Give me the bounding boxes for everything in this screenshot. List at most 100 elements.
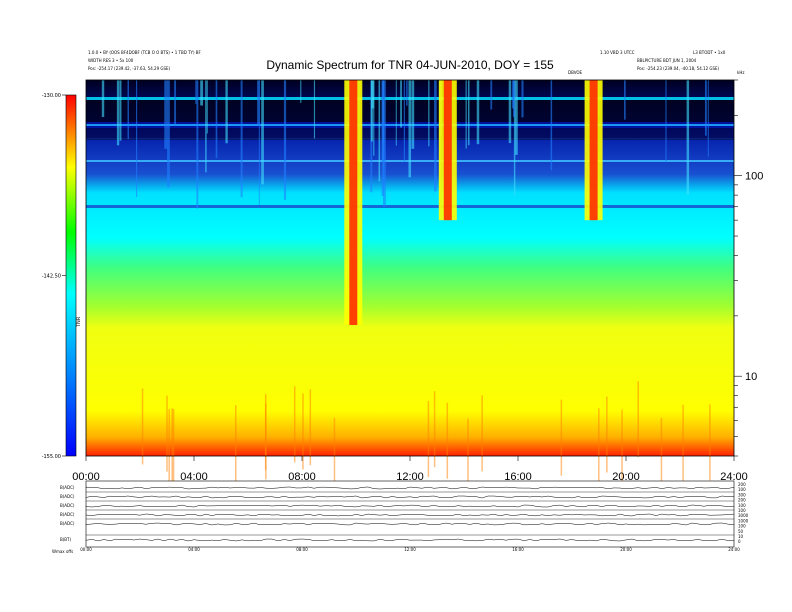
colorbar-tick-label: -155.00 [42, 454, 61, 460]
panel-right-tick: 100 [738, 508, 746, 513]
panel-trace [85, 486, 735, 490]
streak [309, 389, 312, 466]
streak [234, 405, 237, 482]
panel-right-tick: 100 [738, 487, 746, 492]
panel-right-tick: 3000 [738, 513, 749, 518]
streak [411, 80, 415, 149]
streak [293, 386, 296, 463]
x-tick-label: 24:00 [720, 471, 748, 483]
colorbar: TNR -130.00 -142.50 -155.00 [42, 93, 82, 460]
streak [383, 80, 386, 207]
streak [136, 80, 138, 197]
panel-label: B(ADC) [60, 503, 75, 508]
colorbar-tick-label: -142.50 [42, 274, 61, 280]
colorbar-gradient [66, 95, 76, 456]
streak [265, 403, 267, 480]
streak [313, 80, 316, 139]
burst-core-0 [349, 80, 358, 326]
header-mid-small: DBVOE [568, 70, 583, 75]
streak [665, 80, 667, 163]
y-tick-label: 10 [745, 371, 757, 383]
header-right-line3: BBLPICTURE BDT JUN 1, 2004 [637, 58, 697, 63]
streak [621, 409, 623, 486]
panels-footer: Wmax offs [52, 549, 73, 554]
panel-trace [85, 538, 735, 542]
streak [400, 80, 402, 128]
streak [514, 80, 518, 155]
panel-label: B(BT) [60, 537, 71, 542]
streak [373, 80, 375, 156]
panel-trace [85, 522, 735, 526]
streak [704, 80, 707, 136]
streak [606, 396, 608, 473]
panel-label: B(ADC) [60, 494, 75, 499]
streak [623, 80, 626, 120]
streak [550, 80, 553, 171]
streak [196, 80, 199, 209]
x-tick-label: 16:00 [504, 471, 532, 483]
radio-bursts [344, 80, 603, 326]
burst-core-1 [443, 80, 452, 221]
streak [127, 80, 129, 140]
streak [446, 402, 449, 479]
streak [427, 401, 430, 478]
streak [512, 80, 516, 117]
band-line [86, 205, 734, 208]
burst-core-2 [589, 80, 598, 221]
streak [682, 404, 684, 481]
panel-x-tick-label: 00:00 [80, 547, 92, 552]
time-axis: 00:00 04:00 08:00 12:00 16:00 20:00 24:00 [72, 456, 748, 483]
streak [168, 409, 170, 486]
streak [395, 80, 397, 146]
streak [467, 418, 469, 495]
header-left-line1: 1.0.0 • BY (OOS BF4DOBF (TCB O O BTS) • … [88, 50, 202, 55]
streak [167, 80, 170, 188]
panels-frame [85, 480, 735, 548]
header-left-line2: WIDTH RES 3 • 5x 100 [88, 58, 134, 63]
streak [164, 80, 168, 149]
x-tick-label: 12:00 [396, 471, 424, 483]
panel-right-tick: 50 [738, 529, 744, 534]
x-tick-label: 20:00 [612, 471, 640, 483]
panel-trace [85, 504, 735, 508]
streak [707, 80, 709, 157]
streak [302, 393, 304, 470]
header-right-line2: L3 BTODT • 1x0 [693, 50, 726, 55]
chart-title: Dynamic Spectrum for TNR 04-JUN-2010, DO… [266, 58, 554, 72]
streak [490, 80, 493, 110]
header-right-line1: 1.10 VBD 3 UTCC [600, 50, 635, 55]
streak [508, 80, 512, 144]
streak [261, 80, 264, 185]
streak [172, 408, 175, 485]
streak [476, 80, 480, 145]
panel-x-tick-label: 04:00 [188, 547, 200, 552]
header-left-line3: Pos: -254.17 (239.42, -37.63, 54.29 GSE) [88, 66, 171, 71]
panel-trace [85, 495, 735, 499]
streak [200, 80, 204, 106]
panel-right-tick: 300 [738, 492, 746, 497]
panel-x-tick-label: 08:00 [296, 547, 308, 552]
streak [686, 80, 690, 195]
streak [598, 408, 600, 485]
streak [283, 80, 287, 200]
streak [101, 80, 105, 117]
x-tick-label: 00:00 [72, 471, 100, 483]
streak [258, 80, 260, 206]
panel-right-tick: 200 [738, 482, 746, 487]
streak [225, 80, 228, 144]
streak [195, 80, 197, 105]
streak [637, 381, 639, 458]
streak [240, 80, 243, 198]
streak [408, 80, 412, 178]
streak [174, 80, 177, 125]
panel-right-tick: 1000 [738, 518, 749, 523]
x-tick-label: 08:00 [288, 471, 316, 483]
panel-right-tick: 200 [738, 498, 746, 503]
frequency-unit-label: kHz [737, 70, 744, 75]
streak [381, 80, 385, 161]
vertical-streaks [101, 80, 711, 495]
panel-rows: B(ADC)B(ADC)B(ADC)B(ADC)B(ADC)B(BT)20010… [60, 482, 749, 544]
panel-label: B(ADC) [60, 485, 75, 490]
panel-right-tick: 10 [738, 534, 744, 539]
streak [116, 80, 120, 146]
